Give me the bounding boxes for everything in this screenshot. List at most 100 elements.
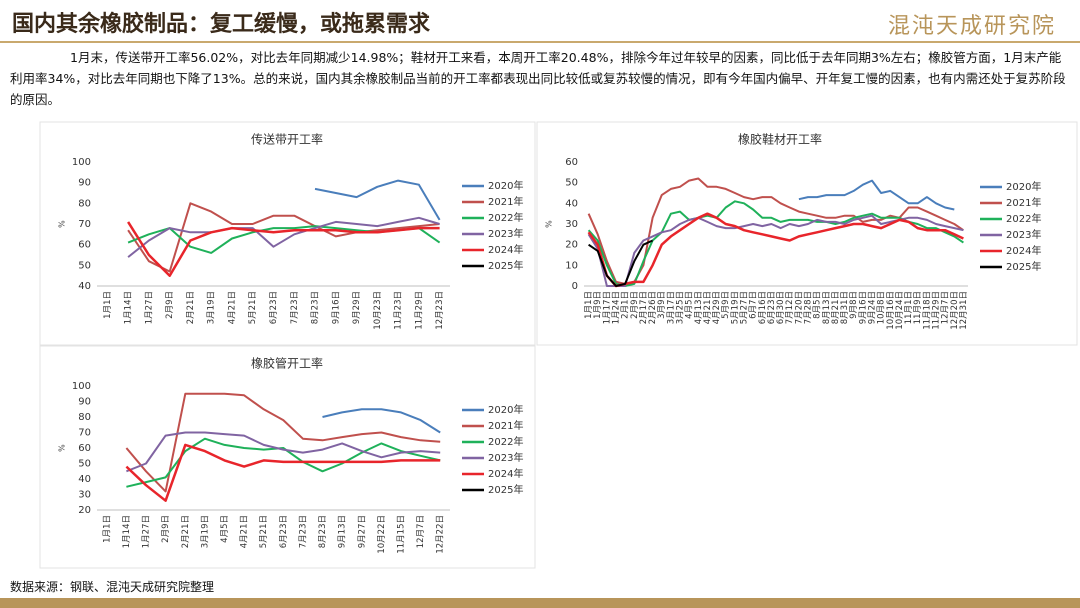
x-tick-label: 8月23日 [318, 515, 328, 548]
x-tick-label: 1月17日 [602, 291, 612, 324]
x-tick-label: 2月9日 [165, 291, 175, 319]
series-line [587, 200, 964, 287]
x-tick-label: 7月12日 [785, 291, 795, 324]
series-line [125, 392, 441, 493]
x-tick-label: 11月15日 [396, 515, 406, 554]
y-tick-label: 40 [78, 474, 91, 485]
x-tick-label: 3月9日 [657, 291, 667, 319]
chart-title: 橡胶鞋材开工率 [738, 132, 822, 147]
header-rule [0, 41, 1080, 43]
x-tick-label: 11月9日 [913, 291, 923, 324]
x-tick-label: 7月23日 [298, 515, 308, 548]
x-tick-label: 9月29日 [352, 291, 362, 324]
page-title: 国内其余橡胶制品：复工缓慢，或拖累需求 [12, 11, 431, 37]
y-tick-label: 80 [78, 412, 91, 423]
x-tick-label: 10月23日 [373, 291, 383, 330]
x-tick-label: 4月21日 [240, 515, 250, 548]
x-tick-label: 7月23日 [290, 291, 300, 324]
legend-label: 2023年 [1006, 228, 1041, 241]
x-tick-label: 1月14日 [122, 515, 132, 548]
y-tick-label: 60 [78, 240, 91, 251]
x-tick-label: 5月9日 [721, 291, 731, 319]
y-tick-label: 40 [565, 198, 578, 209]
legend-label: 2023年 [488, 451, 523, 464]
y-tick-label: 10 [565, 260, 578, 271]
y-tick-label: 30 [565, 219, 578, 230]
y-tick-label: 50 [565, 178, 578, 189]
x-tick-label: 4月21日 [227, 291, 237, 324]
legend-label: 2021年 [488, 195, 523, 208]
x-tick-label: 1月27日 [144, 291, 154, 324]
panel [536, 121, 1078, 346]
x-tick-label: 6月30日 [776, 291, 786, 324]
x-tick-label: 12月31日 [959, 291, 969, 330]
series-line [127, 216, 440, 258]
x-tick-label: 11月18日 [922, 291, 932, 330]
x-tick-label: 2月21日 [186, 291, 196, 324]
x-tick-label: 11月29日 [932, 291, 942, 330]
x-tick-label: 11月23日 [394, 291, 404, 330]
paragraph: 1月末，传送带开工率56.02%，对比去年同期减少14.98%；鞋材开工来看，本… [10, 50, 1066, 107]
x-tick-label: 3月19日 [200, 515, 210, 548]
y-tick-label: 100 [72, 381, 91, 392]
x-tick-label: 12月7日 [416, 515, 426, 548]
legend-label: 2020年 [488, 403, 523, 416]
y-tick-label: 20 [565, 240, 578, 251]
legend-label: 2023年 [488, 227, 523, 240]
y-tick-label: 30 [78, 490, 91, 501]
y-axis-label: % [545, 220, 554, 228]
footer-bar [0, 598, 1080, 608]
x-tick-label: 9月24日 [868, 291, 878, 324]
y-tick-label: 0 [572, 281, 578, 292]
series-line [587, 212, 964, 288]
x-tick-label: 5月21日 [248, 291, 258, 324]
series-line [127, 202, 440, 273]
x-tick-label: 3月25日 [676, 291, 686, 324]
legend-label: 2021年 [488, 419, 523, 432]
series-line [314, 179, 441, 221]
series-line [588, 239, 654, 287]
x-tick-label: 12月20日 [950, 291, 960, 330]
x-tick-label: 6月23日 [767, 291, 777, 324]
y-axis-label: % [58, 220, 67, 228]
series-line [798, 179, 955, 211]
x-tick-label: 12月7日 [941, 291, 951, 324]
x-tick-label: 10月22日 [377, 515, 387, 554]
x-tick-label: 2月9日 [630, 291, 640, 319]
x-tick-label: 3月19日 [207, 291, 217, 324]
x-tick-label: 8月31日 [840, 291, 850, 324]
legend-label: 2025年 [1006, 260, 1041, 273]
x-tick-label: 6月23日 [279, 515, 289, 548]
legend-label: 2020年 [1006, 180, 1041, 193]
x-tick-label: 2月21日 [181, 515, 191, 548]
legend-label: 2025年 [488, 483, 523, 496]
y-tick-label: 70 [78, 428, 91, 439]
legend-label: 2021年 [1006, 196, 1041, 209]
chart-title: 橡胶管开工率 [251, 356, 323, 371]
x-tick-label: 11月29日 [414, 291, 424, 330]
legend-label: 2022年 [1006, 212, 1041, 225]
y-tick-label: 50 [78, 260, 91, 271]
logo: 混沌天成研究院 [887, 14, 1056, 39]
x-tick-label: 9月13日 [338, 515, 348, 548]
x-tick-label: 4月5日 [220, 515, 230, 543]
legend-label: 2025年 [488, 259, 523, 272]
legend-label: 2022年 [488, 211, 523, 224]
x-tick-label: 9月16日 [331, 291, 341, 324]
x-tick-label: 8月21日 [831, 291, 841, 324]
x-tick-label: 3月17日 [666, 291, 676, 324]
x-tick-label: 4月29日 [712, 291, 722, 324]
y-tick-label: 40 [78, 281, 91, 292]
x-tick-label: 9月16日 [858, 291, 868, 324]
series-line [126, 431, 441, 473]
x-tick-label: 5月27日 [740, 291, 750, 324]
y-tick-label: 90 [78, 397, 91, 408]
x-tick-label: 12月23日 [435, 291, 445, 330]
x-tick-label: 5月21日 [259, 515, 269, 548]
x-tick-label: 8月23日 [311, 291, 321, 324]
x-tick-label: 7月28日 [804, 291, 814, 324]
x-tick-label: 4月21日 [703, 291, 713, 324]
x-tick-label: 10月24日 [895, 291, 905, 330]
series-line [587, 214, 964, 287]
